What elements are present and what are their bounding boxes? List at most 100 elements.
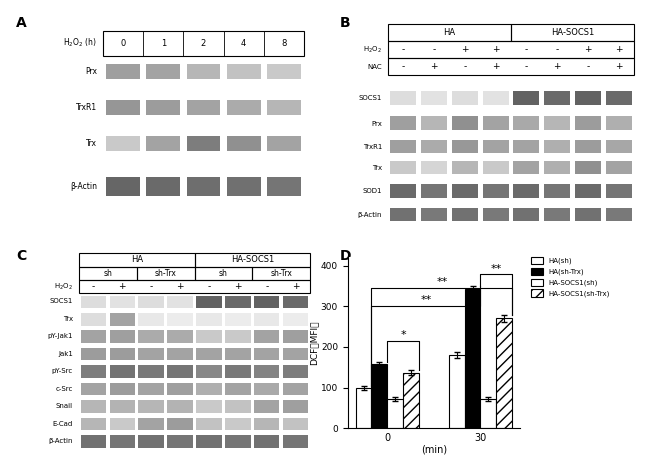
Bar	[391, 184, 416, 198]
Bar	[252, 267, 310, 280]
Text: -: -	[525, 45, 528, 54]
Text: +: +	[492, 62, 499, 71]
Text: SOD1: SOD1	[363, 189, 382, 194]
Text: +: +	[461, 45, 469, 54]
Bar	[511, 24, 634, 41]
Bar	[254, 435, 280, 447]
Text: -: -	[207, 282, 211, 291]
Bar	[81, 348, 106, 360]
Text: Prx: Prx	[85, 67, 97, 76]
Bar	[544, 207, 570, 221]
Bar	[196, 366, 222, 378]
Bar	[514, 91, 540, 105]
Text: 0: 0	[120, 39, 125, 48]
Text: -: -	[586, 62, 590, 71]
Bar	[514, 207, 540, 221]
Bar	[514, 140, 540, 154]
Text: -: -	[402, 62, 405, 71]
Bar	[391, 91, 416, 105]
Text: pY-Src: pY-Src	[52, 368, 73, 374]
Bar	[391, 207, 416, 221]
Text: -: -	[525, 62, 528, 71]
Text: **: **	[436, 277, 447, 287]
Bar	[227, 176, 261, 196]
Bar	[81, 400, 106, 413]
Text: *: *	[400, 330, 406, 340]
Bar	[483, 207, 508, 221]
Bar	[575, 184, 601, 198]
Bar	[452, 184, 478, 198]
Text: 2: 2	[201, 39, 206, 48]
Bar	[575, 140, 601, 154]
Bar	[371, 365, 387, 428]
Bar	[225, 400, 250, 413]
Bar	[110, 400, 135, 413]
Bar	[575, 161, 601, 175]
Text: H$_2$O$_2$ (h): H$_2$O$_2$ (h)	[63, 37, 97, 50]
Bar	[196, 348, 222, 360]
Bar	[388, 41, 634, 58]
Bar	[514, 117, 540, 130]
Text: +: +	[176, 282, 184, 291]
Text: HA: HA	[443, 28, 456, 37]
Bar	[421, 161, 447, 175]
Bar	[544, 161, 570, 175]
Bar	[106, 176, 140, 196]
Text: 8: 8	[281, 39, 287, 48]
Bar	[146, 136, 180, 151]
Bar	[110, 435, 135, 447]
Bar	[110, 383, 135, 395]
Bar	[196, 295, 222, 308]
Bar	[196, 383, 222, 395]
Bar	[391, 117, 416, 130]
Bar	[387, 399, 403, 428]
Bar	[138, 435, 164, 447]
Text: +: +	[584, 45, 592, 54]
Text: -: -	[92, 282, 95, 291]
Bar	[167, 366, 193, 378]
Bar	[283, 295, 308, 308]
Bar	[79, 253, 194, 267]
Bar	[81, 383, 106, 395]
Bar	[254, 330, 280, 343]
Text: NAC: NAC	[367, 64, 382, 70]
Bar	[225, 295, 250, 308]
Bar	[196, 417, 222, 430]
Bar	[79, 267, 136, 280]
Bar	[227, 136, 261, 151]
Bar	[136, 267, 194, 280]
Bar	[167, 330, 193, 343]
Bar	[167, 295, 193, 308]
Text: Snail: Snail	[56, 403, 73, 409]
Bar	[267, 176, 301, 196]
Text: -: -	[432, 45, 436, 54]
Text: -: -	[556, 45, 559, 54]
Bar	[110, 366, 135, 378]
Bar	[225, 383, 250, 395]
Bar	[110, 295, 135, 308]
Text: C: C	[16, 249, 26, 263]
Bar	[606, 140, 632, 154]
Text: TrxR1: TrxR1	[76, 103, 97, 112]
Bar	[606, 207, 632, 221]
Bar	[106, 64, 140, 79]
Text: β-Actin: β-Actin	[358, 212, 382, 218]
Bar	[356, 388, 371, 428]
Bar	[167, 400, 193, 413]
Text: HA-SOCS1: HA-SOCS1	[231, 255, 274, 264]
Text: Trx: Trx	[63, 316, 73, 322]
Bar	[225, 366, 250, 378]
Bar	[254, 383, 280, 395]
Bar	[606, 117, 632, 130]
Bar	[81, 366, 106, 378]
Bar	[483, 117, 508, 130]
Bar	[167, 313, 193, 326]
Bar	[283, 330, 308, 343]
Bar	[421, 184, 447, 198]
Text: +: +	[553, 62, 561, 71]
Text: SOCS1: SOCS1	[359, 95, 382, 101]
Bar	[227, 64, 261, 79]
Bar	[452, 117, 478, 130]
Text: HA-SOCS1: HA-SOCS1	[551, 28, 594, 37]
Bar	[167, 435, 193, 447]
